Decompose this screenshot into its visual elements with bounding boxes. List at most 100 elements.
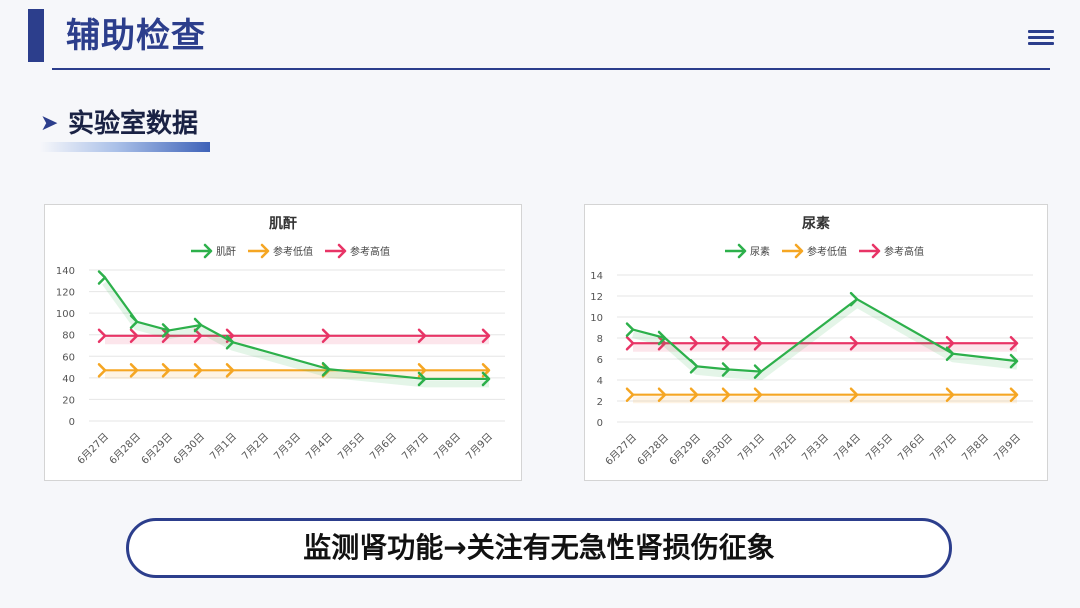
y-tick-label: 80 bbox=[62, 331, 75, 342]
data-point-marker bbox=[721, 362, 731, 377]
y-tick-label: 40 bbox=[62, 374, 75, 385]
data-point-marker bbox=[481, 328, 491, 344]
x-tick-label: 7月9日 bbox=[991, 432, 1023, 464]
series-肌酐 bbox=[97, 270, 491, 388]
legend-item: 参考低值 bbox=[248, 243, 313, 259]
x-tick-label: 7月3日 bbox=[799, 432, 831, 464]
data-point-marker bbox=[849, 387, 859, 402]
x-tick-label: 7月3日 bbox=[271, 431, 303, 463]
data-point-marker bbox=[625, 336, 635, 351]
x-tick-label: 7月5日 bbox=[335, 431, 367, 463]
x-tick-label: 7月4日 bbox=[303, 431, 335, 463]
legend-label: 参考高值 bbox=[350, 245, 390, 258]
series-参考低值 bbox=[97, 363, 491, 379]
data-point-marker bbox=[225, 335, 235, 350]
x-tick-label: 7月8日 bbox=[959, 432, 991, 464]
legend-arrow-icon bbox=[260, 243, 270, 259]
x-tick-label: 7月9日 bbox=[463, 431, 495, 463]
y-tick-label: 2 bbox=[597, 397, 603, 408]
section-underline bbox=[40, 142, 210, 152]
data-point-marker bbox=[193, 363, 203, 378]
series-line bbox=[104, 276, 489, 381]
x-tick-label: 6月27日 bbox=[75, 431, 111, 467]
legend-label: 参考低值 bbox=[273, 245, 313, 258]
data-point-marker bbox=[657, 387, 667, 402]
x-tick-label: 7月2日 bbox=[767, 432, 799, 464]
data-point-marker bbox=[945, 387, 955, 402]
x-tick-label: 7月7日 bbox=[927, 432, 959, 464]
y-tick-label: 140 bbox=[56, 266, 75, 277]
legend-item: 参考高值 bbox=[859, 243, 924, 259]
data-point-marker bbox=[161, 363, 171, 378]
y-tick-label: 14 bbox=[590, 271, 603, 282]
data-point-marker bbox=[849, 336, 859, 351]
legend-item: 参考高值 bbox=[325, 243, 390, 259]
legend-arrow-icon bbox=[871, 243, 881, 259]
x-tick-label: 6月30日 bbox=[171, 431, 207, 467]
y-tick-label: 10 bbox=[590, 313, 603, 324]
legend-arrow-icon bbox=[794, 243, 804, 259]
data-point-marker bbox=[193, 328, 203, 344]
legend-label: 尿素 bbox=[750, 245, 770, 258]
chart-title: 肌酐 bbox=[269, 216, 297, 232]
page-title: 辅助检查 bbox=[66, 16, 206, 56]
y-tick-label: 8 bbox=[597, 334, 603, 345]
x-tick-label: 6月29日 bbox=[139, 431, 175, 467]
data-point-marker bbox=[97, 363, 107, 378]
chart-title: 尿素 bbox=[802, 215, 830, 232]
y-tick-label: 60 bbox=[62, 352, 75, 363]
summary-banner: 监测肾功能→关注有无急性肾损伤征象 bbox=[126, 518, 952, 578]
data-point-marker bbox=[721, 387, 731, 402]
hamburger-menu-icon[interactable] bbox=[1028, 30, 1054, 46]
data-point-marker bbox=[625, 387, 635, 402]
data-point-marker bbox=[417, 371, 427, 387]
series-尿素 bbox=[625, 291, 1019, 381]
data-point-marker bbox=[657, 330, 667, 346]
legend-arrow-icon bbox=[737, 243, 747, 259]
header-divider bbox=[52, 68, 1050, 70]
data-point-marker bbox=[945, 346, 955, 361]
legend-item: 参考低值 bbox=[782, 243, 847, 259]
data-point-marker bbox=[321, 328, 331, 344]
x-tick-label: 7月7日 bbox=[399, 431, 431, 463]
data-point-marker bbox=[161, 323, 171, 338]
x-tick-label: 6月27日 bbox=[603, 432, 639, 468]
data-point-marker bbox=[193, 317, 203, 333]
data-point-marker bbox=[721, 336, 731, 351]
data-point-marker bbox=[1009, 387, 1019, 402]
data-point-marker bbox=[1009, 336, 1019, 351]
data-point-marker bbox=[1009, 353, 1019, 369]
x-tick-label: 7月8日 bbox=[431, 431, 463, 463]
y-tick-label: 0 bbox=[69, 417, 75, 428]
data-point-marker bbox=[625, 322, 635, 337]
x-tick-label: 7月4日 bbox=[831, 432, 863, 464]
data-point-marker bbox=[753, 387, 763, 402]
legend-item: 肌酐 bbox=[191, 243, 236, 259]
series-参考低值 bbox=[625, 387, 1019, 404]
urea-chart-panel: 尿素 尿素 参考低值 参考高值 0 2 4 6 8 10 12 14 6月27日 6月28日 6月29日 6月… bbox=[584, 204, 1048, 481]
series-line bbox=[632, 298, 1018, 373]
data-point-marker bbox=[225, 363, 235, 378]
data-point-marker bbox=[689, 387, 699, 402]
data-point-marker bbox=[945, 336, 955, 351]
x-tick-label: 7月2日 bbox=[239, 431, 271, 463]
legend-item: 尿素 bbox=[725, 243, 770, 259]
y-tick-label: 120 bbox=[56, 288, 75, 299]
title-accent-bar bbox=[28, 9, 44, 62]
x-tick-label: 6月28日 bbox=[635, 432, 671, 468]
x-tick-label: 7月5日 bbox=[863, 432, 895, 464]
y-tick-label: 12 bbox=[590, 292, 603, 303]
chevron-right-icon: ➤ bbox=[40, 111, 59, 136]
data-point-marker bbox=[689, 336, 699, 351]
data-point-marker bbox=[689, 359, 699, 374]
x-tick-label: 6月30日 bbox=[699, 432, 735, 468]
x-tick-label: 7月6日 bbox=[895, 432, 927, 464]
x-tick-label: 6月28日 bbox=[107, 431, 143, 467]
x-tick-label: 6月29日 bbox=[667, 432, 703, 468]
series-参考高值 bbox=[625, 336, 1019, 352]
y-tick-label: 4 bbox=[597, 376, 603, 387]
data-point-marker bbox=[97, 328, 107, 344]
data-point-marker bbox=[657, 336, 667, 351]
